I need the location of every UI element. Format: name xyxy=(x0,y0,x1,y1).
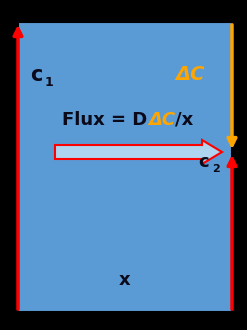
Text: c: c xyxy=(198,153,209,171)
Text: x: x xyxy=(119,271,131,289)
Text: 2: 2 xyxy=(212,164,220,174)
Text: c: c xyxy=(30,65,42,85)
Bar xyxy=(18,22,232,312)
Text: Flux = D: Flux = D xyxy=(62,111,153,129)
Text: ΔC: ΔC xyxy=(148,111,175,129)
Text: 1: 1 xyxy=(45,76,54,88)
Text: ΔC: ΔC xyxy=(175,65,204,84)
FancyArrow shape xyxy=(55,140,222,164)
Text: /x: /x xyxy=(175,111,193,129)
